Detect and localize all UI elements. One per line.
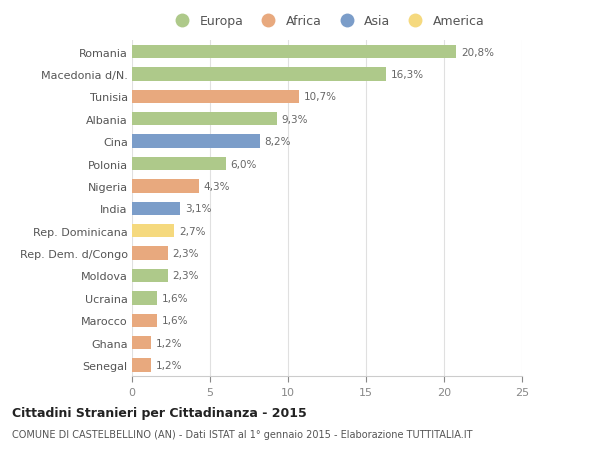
Bar (132, 247, 168, 260)
Text: Cittadini Stranieri per Cittadinanza - 2015: Cittadini Stranieri per Cittadinanza - 2… (12, 406, 307, 419)
Text: COMUNE DI CASTELBELLINO (AN) - Dati ISTAT al 1° gennaio 2015 - Elaborazione TUTT: COMUNE DI CASTELBELLINO (AN) - Dati ISTA… (12, 429, 473, 439)
Bar (132, 314, 157, 327)
Bar (132, 358, 151, 372)
Bar (132, 46, 457, 59)
Bar (132, 157, 226, 171)
Text: 2,3%: 2,3% (173, 271, 199, 281)
Bar (132, 336, 151, 350)
Text: 1,6%: 1,6% (161, 293, 188, 303)
Text: 6,0%: 6,0% (230, 159, 257, 169)
Bar (132, 202, 181, 216)
Text: 2,3%: 2,3% (173, 248, 199, 258)
Bar (132, 90, 299, 104)
Text: 1,2%: 1,2% (155, 360, 182, 370)
Bar (132, 269, 168, 283)
Bar (132, 291, 157, 305)
Bar (132, 68, 386, 82)
Bar (132, 224, 174, 238)
Text: 1,6%: 1,6% (161, 315, 188, 325)
Text: 1,2%: 1,2% (155, 338, 182, 348)
Bar (132, 180, 199, 193)
Text: 20,8%: 20,8% (461, 47, 494, 57)
Text: 4,3%: 4,3% (204, 181, 230, 191)
Text: 8,2%: 8,2% (265, 137, 291, 147)
Text: 16,3%: 16,3% (391, 70, 424, 80)
Bar (132, 113, 277, 126)
Text: 10,7%: 10,7% (304, 92, 337, 102)
Legend: Europa, Africa, Asia, America: Europa, Africa, Asia, America (169, 16, 485, 28)
Text: 9,3%: 9,3% (282, 114, 308, 124)
Text: 2,7%: 2,7% (179, 226, 205, 236)
Text: 3,1%: 3,1% (185, 204, 212, 214)
Bar (132, 135, 260, 149)
